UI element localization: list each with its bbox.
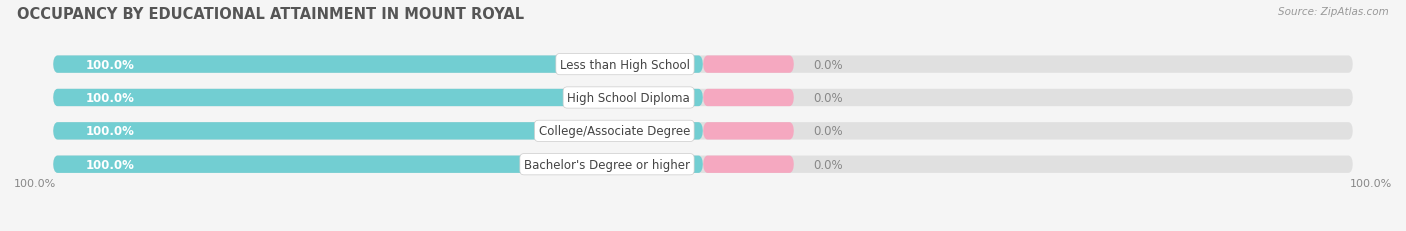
Text: 100.0%: 100.0%: [14, 179, 56, 188]
FancyBboxPatch shape: [703, 89, 794, 107]
Text: 0.0%: 0.0%: [814, 58, 844, 71]
FancyBboxPatch shape: [703, 123, 794, 140]
Text: 0.0%: 0.0%: [814, 125, 844, 138]
FancyBboxPatch shape: [53, 123, 1353, 140]
Text: 0.0%: 0.0%: [814, 91, 844, 105]
Text: OCCUPANCY BY EDUCATIONAL ATTAINMENT IN MOUNT ROYAL: OCCUPANCY BY EDUCATIONAL ATTAINMENT IN M…: [17, 7, 524, 22]
Text: Bachelor's Degree or higher: Bachelor's Degree or higher: [524, 158, 690, 171]
Text: 100.0%: 100.0%: [86, 125, 135, 138]
FancyBboxPatch shape: [703, 56, 794, 73]
Text: 100.0%: 100.0%: [86, 158, 135, 171]
FancyBboxPatch shape: [53, 89, 703, 107]
Text: 100.0%: 100.0%: [86, 91, 135, 105]
FancyBboxPatch shape: [703, 156, 794, 173]
Text: 100.0%: 100.0%: [1350, 179, 1392, 188]
Text: 100.0%: 100.0%: [86, 58, 135, 71]
Text: 0.0%: 0.0%: [814, 158, 844, 171]
Text: High School Diploma: High School Diploma: [567, 91, 690, 105]
Text: Less than High School: Less than High School: [560, 58, 690, 71]
FancyBboxPatch shape: [53, 156, 703, 173]
FancyBboxPatch shape: [53, 123, 703, 140]
Text: Source: ZipAtlas.com: Source: ZipAtlas.com: [1278, 7, 1389, 17]
FancyBboxPatch shape: [53, 56, 703, 73]
FancyBboxPatch shape: [53, 89, 1353, 107]
Text: College/Associate Degree: College/Associate Degree: [538, 125, 690, 138]
FancyBboxPatch shape: [53, 156, 1353, 173]
FancyBboxPatch shape: [53, 56, 1353, 73]
